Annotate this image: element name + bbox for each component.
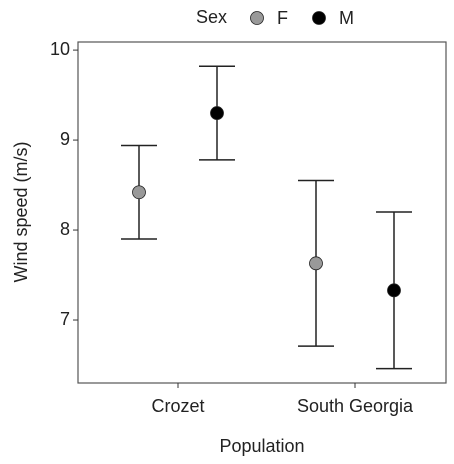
legend-marker — [250, 11, 264, 25]
legend-label: M — [339, 8, 354, 28]
x-tick-label: South Georgia — [297, 396, 414, 416]
y-tick-label: 10 — [50, 39, 70, 59]
point — [210, 106, 224, 120]
x-tick-label: Crozet — [151, 396, 204, 416]
point — [132, 185, 146, 200]
x-axis-label: Population — [219, 436, 304, 456]
legend-label: F — [277, 8, 288, 28]
legend-title: Sex — [196, 7, 227, 27]
y-tick-label: 7 — [60, 309, 70, 329]
y-axis-label: Wind speed (m/s) — [11, 141, 31, 282]
point — [387, 283, 401, 298]
plot-border — [77, 41, 447, 384]
y-tick-label: 8 — [60, 219, 70, 239]
y-tick-label: 9 — [60, 129, 70, 149]
legend-marker — [312, 11, 326, 25]
point — [309, 256, 323, 271]
